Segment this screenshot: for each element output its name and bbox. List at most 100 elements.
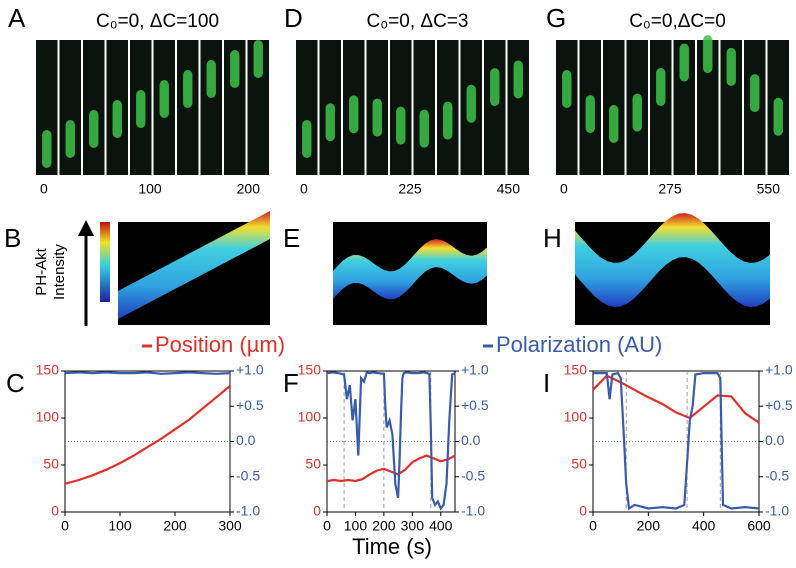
panel-letter: F <box>283 368 299 398</box>
y-tick-label: 150 <box>36 362 60 378</box>
strip-tick-label: 0 <box>560 181 568 197</box>
y2-tick-label: -1.0 <box>461 503 485 519</box>
panel-letter: H <box>543 223 562 253</box>
series-line <box>64 385 231 485</box>
y2-tick-label: 0.0 <box>461 432 481 448</box>
x-tick-label: 0 <box>61 518 69 534</box>
colorbar-label: PH-Akt <box>33 247 50 295</box>
y2-tick-label: -1.0 <box>765 503 789 519</box>
x-tick-label: 200 <box>637 518 661 534</box>
cell <box>773 97 783 136</box>
strip-tick-label: 225 <box>398 181 422 197</box>
y2-tick-label: -1.0 <box>236 503 260 519</box>
cell <box>396 106 406 145</box>
cell <box>632 93 642 132</box>
image-frame <box>650 40 672 175</box>
strip-tick-label: 200 <box>237 181 261 197</box>
image-frame <box>484 40 506 175</box>
cell <box>206 60 216 98</box>
y-tick-label: 50 <box>305 456 321 472</box>
series-line <box>326 454 456 483</box>
x-tick-label: 0 <box>323 518 331 534</box>
cell <box>679 43 689 82</box>
x-tick-label: 300 <box>401 518 425 534</box>
image-frame <box>83 40 105 175</box>
legend-label: Position (µm) <box>155 332 285 357</box>
image-frame <box>247 40 269 175</box>
cell <box>750 74 760 113</box>
y-tick-label: 150 <box>564 362 588 378</box>
x-tick-label: 100 <box>344 518 368 534</box>
x-tick-label: 400 <box>429 518 453 534</box>
cell <box>513 60 523 99</box>
cell <box>562 70 572 108</box>
y-tick-label: 0 <box>313 503 321 519</box>
kymograph-band <box>118 211 270 319</box>
y2-tick-label: -0.5 <box>236 467 260 483</box>
y-tick-label: 0 <box>579 503 587 519</box>
series-line <box>592 374 760 424</box>
y2-tick-label: +0.5 <box>236 397 264 413</box>
cell <box>443 101 453 140</box>
image-frame <box>296 40 318 175</box>
panel-letter: E <box>283 223 300 253</box>
cell <box>372 98 382 137</box>
panel-letter: I <box>543 368 550 398</box>
arrow-head <box>78 220 94 236</box>
image-frame <box>697 40 719 175</box>
x-tick-label: 400 <box>692 518 716 534</box>
strip-title: C₀=0,ΔC=0 <box>629 11 726 32</box>
cell <box>302 120 312 158</box>
image-frame <box>673 40 695 175</box>
cell <box>726 47 736 86</box>
strip-title: C₀=0, ΔC=3 <box>367 11 469 32</box>
cell <box>419 109 429 148</box>
series-line <box>64 371 231 375</box>
panel-letter: G <box>546 3 566 33</box>
y2-tick-label: +0.5 <box>765 397 793 413</box>
x-tick-label: 100 <box>108 518 132 534</box>
image-frame <box>200 40 222 175</box>
kymograph-band <box>575 213 770 307</box>
y2-tick-label: 0.0 <box>765 432 785 448</box>
y-tick-label: 100 <box>564 409 588 425</box>
cell <box>656 67 666 106</box>
panel-letter: C <box>6 368 25 398</box>
image-frame <box>507 40 529 175</box>
cell <box>585 95 595 134</box>
legend-label: Polarization (AU) <box>496 332 662 357</box>
cell <box>349 95 359 134</box>
y-tick-label: 100 <box>36 409 60 425</box>
cell <box>466 84 476 123</box>
cell <box>112 100 122 138</box>
y-tick-label: 0 <box>51 503 59 519</box>
cell <box>65 120 75 158</box>
y2-tick-label: 0.0 <box>236 432 256 448</box>
x-tick-label: 0 <box>589 518 597 534</box>
x-tick-label: 200 <box>372 518 396 534</box>
series-line <box>326 371 456 511</box>
image-frame <box>36 40 58 175</box>
y2-tick-label: +1.0 <box>461 362 489 378</box>
y2-tick-label: -0.5 <box>461 467 485 483</box>
x-tick-label: 600 <box>747 518 771 534</box>
y2-tick-label: -0.5 <box>765 467 789 483</box>
strip-tick-label: 100 <box>138 181 162 197</box>
strip-tick-label: 275 <box>658 181 682 197</box>
cell <box>42 130 52 168</box>
image-frame <box>59 40 81 175</box>
cell <box>325 103 335 142</box>
panel-letter: B <box>4 223 21 253</box>
panel-letter: A <box>8 3 26 33</box>
strip-tick-label: 550 <box>757 181 781 197</box>
cell <box>253 40 263 78</box>
image-frame <box>413 40 435 175</box>
y-tick-label: 100 <box>298 409 322 425</box>
x-axis-label: Time (s) <box>352 534 432 559</box>
cell <box>136 90 146 128</box>
y2-tick-label: +0.5 <box>461 397 489 413</box>
y2-tick-label: +1.0 <box>765 362 793 378</box>
y2-tick-label: +1.0 <box>236 362 264 378</box>
image-frame <box>224 40 246 175</box>
x-tick-label: 300 <box>218 518 242 534</box>
